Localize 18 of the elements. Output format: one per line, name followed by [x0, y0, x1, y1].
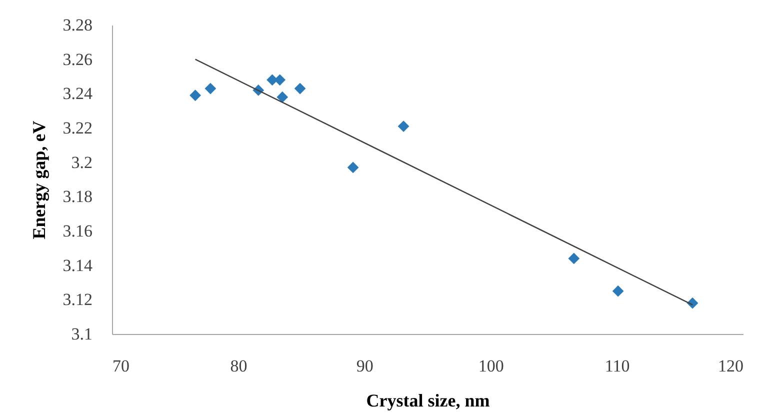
y-tick-label: 3.1 [71, 324, 92, 344]
y-axis-title: Energy gap, eV [28, 120, 49, 240]
x-tick-label: 120 [718, 356, 744, 376]
y-tick-label: 3.26 [62, 50, 92, 69]
x-tick-label: 100 [478, 356, 504, 376]
x-tick-label: 80 [230, 356, 248, 376]
y-tick-label: 3.2 [71, 152, 92, 172]
y-tick-label: 3.12 [62, 290, 92, 310]
y-tick-label: 3.28 [62, 16, 92, 34]
x-axis-title: Crystal size, nm [366, 390, 490, 410]
x-tick-label: 90 [356, 356, 374, 376]
y-tick-label: 3.16 [62, 222, 92, 240]
y-tick-label: 3.24 [62, 84, 93, 104]
x-tick-label: 70 [112, 356, 130, 376]
y-tick-label: 3.18 [62, 187, 92, 206]
y-tick-label: 3.22 [62, 118, 92, 138]
x-tick-label: 110 [604, 356, 630, 376]
y-tick-label: 3.14 [62, 256, 93, 275]
